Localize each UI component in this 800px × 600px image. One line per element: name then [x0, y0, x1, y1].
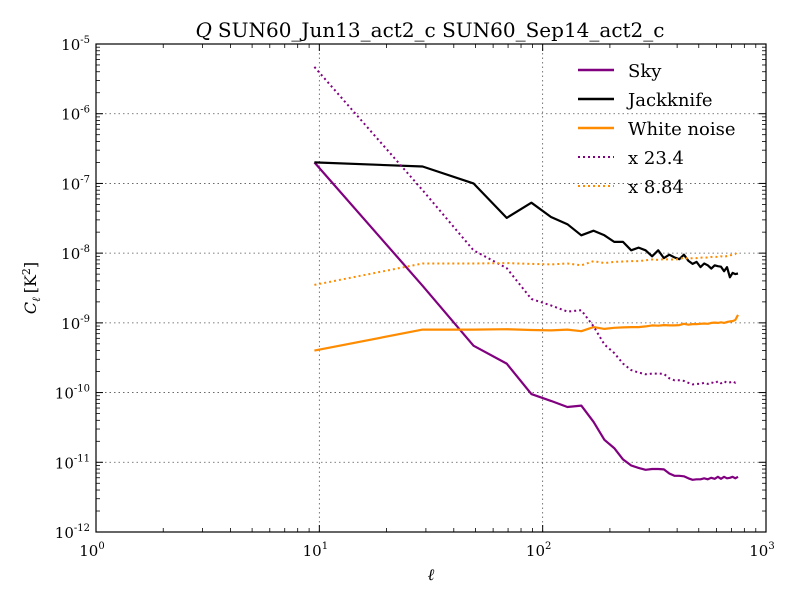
legend-label-x-8-84: x 8.84: [628, 177, 684, 198]
y-axis-label-unit: [K: [21, 274, 40, 293]
chart-title: Q SUN60_Jun13_act2_c SUN60_Sep14_act2_c: [196, 18, 665, 42]
legend: Sky Jackknife White noise x 23.4 x 8.84: [578, 61, 736, 198]
legend-label-sky: Sky: [628, 61, 662, 82]
y-tick-label: 10-12: [55, 523, 90, 542]
series-line-sky: [313, 161, 739, 481]
series-line-x-8-84: [314, 249, 739, 286]
series-line-jackknife: [314, 161, 739, 279]
y-axis-label-unit-exp: 2: [20, 268, 33, 275]
legend-label-x-23-4: x 23.4: [628, 148, 684, 169]
chart-title-symbol: Q: [196, 18, 212, 42]
y-tick-label: 10-7: [61, 174, 90, 193]
y-axis-label-sub: ℓ: [30, 297, 43, 302]
y-axis-label-main: C: [21, 302, 40, 314]
x-tick-label: 103: [749, 541, 774, 560]
legend-label-white-noise: White noise: [628, 119, 736, 140]
y-tick-label: 10-9: [61, 314, 90, 333]
y-tick-label: 10-8: [61, 244, 90, 263]
axis-ticks: 100 101 102 103 10-12 10-11 10-10 10-9 10-8 10-7 1…: [55, 35, 775, 560]
x-tick-label: 101: [303, 541, 328, 560]
y-axis-label-unit-close: ]: [21, 262, 40, 268]
legend-label-jackknife: Jackknife: [626, 90, 713, 111]
plot-frame: [95, 43, 767, 533]
series-line-x-23-4: [313, 66, 739, 386]
x-axis-label: ℓ: [428, 565, 435, 584]
y-tick-label: 10-6: [61, 105, 90, 124]
y-axis-label: Cℓ [K2]: [20, 262, 43, 314]
series-line-white-noise: [314, 314, 739, 352]
grid-lines: [95, 43, 767, 533]
x-tick-label: 102: [526, 541, 551, 560]
y-tick-label: 10-5: [61, 35, 90, 54]
x-tick-label: 100: [79, 541, 104, 560]
series-layer: [313, 66, 739, 481]
y-tick-label: 10-11: [55, 453, 90, 472]
y-tick-label: 10-10: [55, 384, 90, 403]
chart-title-text: SUN60_Jun13_act2_c SUN60_Sep14_act2_c: [218, 18, 665, 42]
